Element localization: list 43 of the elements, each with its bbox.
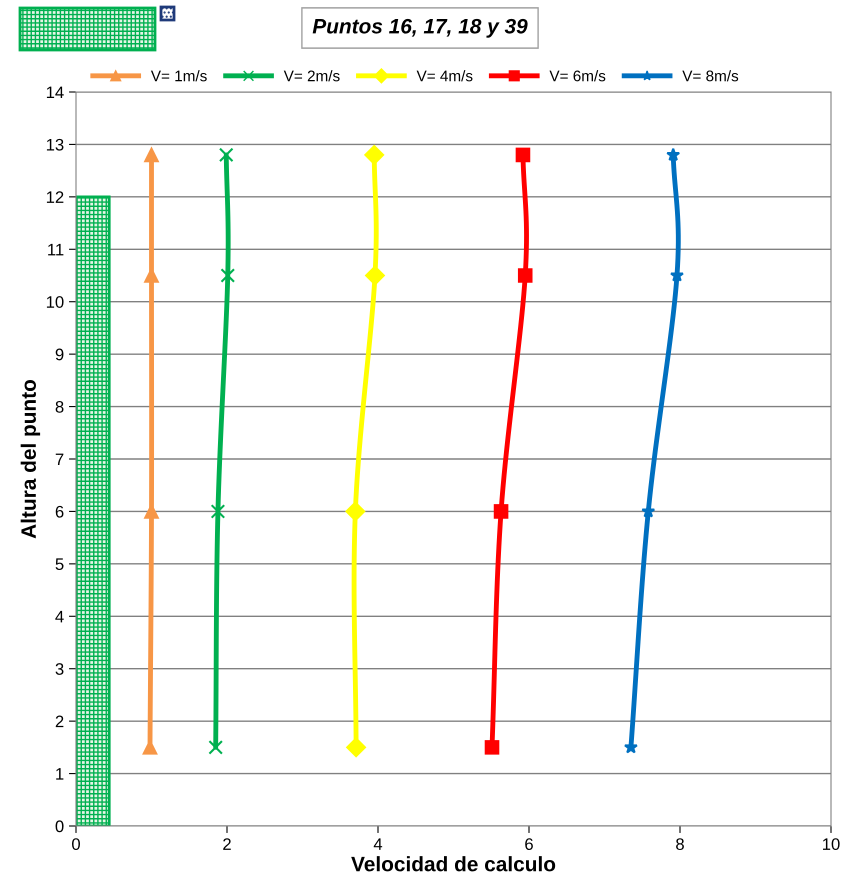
y-tick-label: 1 xyxy=(56,768,64,780)
y-tick-label: 9 xyxy=(56,348,64,360)
point xyxy=(346,737,366,758)
x-tick-label: 2 xyxy=(223,838,231,850)
y-tick-label: 0 xyxy=(56,820,64,832)
y-tick-label: 2 xyxy=(56,716,64,728)
y-tick-label: 6 xyxy=(56,506,64,518)
point xyxy=(144,148,159,162)
y-tick-label: 5 xyxy=(56,558,64,570)
y-tick-label: 14 xyxy=(46,86,64,98)
legend-label: V= 8m/s xyxy=(682,70,738,82)
point xyxy=(210,504,226,519)
y-tick-label: 13 xyxy=(46,138,64,151)
y-tick-label: 4 xyxy=(55,610,64,622)
x-axis-title: Velocidad de calculo xyxy=(351,856,556,872)
point xyxy=(518,268,533,283)
point xyxy=(484,740,500,755)
legend-label: V= 1m/s xyxy=(150,70,207,82)
point xyxy=(494,504,508,519)
x-tick-label: 6 xyxy=(525,838,533,850)
point xyxy=(365,266,385,286)
x-tick-label: 4 xyxy=(374,838,382,850)
y-tick-label: 8 xyxy=(56,400,64,413)
y-tick-label: 12 xyxy=(46,191,64,203)
chart-title: Puntos 16, 17, 18 y 39 xyxy=(312,18,528,38)
point xyxy=(208,740,223,755)
y-tick-label: 3 xyxy=(56,663,64,675)
y-tick-label: 7 xyxy=(56,454,64,466)
x-tick-label: 10 xyxy=(823,838,840,850)
x-tick-label: 0 xyxy=(72,838,80,850)
y-axis-title: Altura del punto xyxy=(20,380,40,538)
legend-label: V= 6m/s xyxy=(549,70,606,82)
legend-label: V= 4m/s xyxy=(416,70,472,82)
point xyxy=(666,148,680,162)
y-tick-label: 11 xyxy=(48,244,64,256)
legend-label: V= 2m/s xyxy=(284,70,340,82)
point xyxy=(516,148,530,162)
point xyxy=(364,145,384,165)
point xyxy=(220,268,236,283)
point xyxy=(345,502,366,522)
point xyxy=(218,148,234,162)
y-tick-label: 10 xyxy=(46,296,64,308)
x-tick-label: 8 xyxy=(676,838,684,850)
